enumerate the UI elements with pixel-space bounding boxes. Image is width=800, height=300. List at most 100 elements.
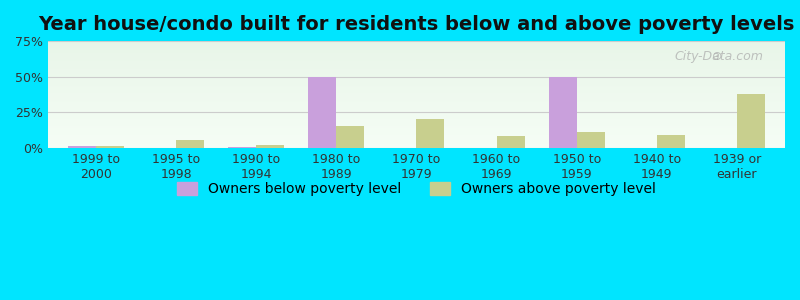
Bar [48, 45, 785, 46]
Bar [48, 138, 785, 139]
Bar [256, 145, 284, 148]
Bar [48, 118, 785, 119]
Text: ⊙: ⊙ [712, 50, 722, 63]
Bar [48, 59, 785, 60]
Bar [48, 110, 785, 112]
Bar [577, 132, 605, 148]
Bar [48, 84, 785, 85]
Bar [96, 146, 124, 148]
Bar [48, 67, 785, 68]
Text: City-Data.com: City-Data.com [674, 50, 763, 63]
Bar [48, 85, 785, 86]
Bar [48, 134, 785, 135]
Bar [48, 135, 785, 136]
Bar [48, 50, 785, 51]
Bar [48, 57, 785, 58]
Bar [48, 116, 785, 117]
Bar [48, 69, 785, 70]
Bar [48, 68, 785, 69]
Bar [48, 121, 785, 122]
Bar [48, 102, 785, 103]
Bar [48, 87, 785, 88]
Bar [48, 52, 785, 53]
Bar [48, 49, 785, 50]
Bar [176, 140, 204, 148]
Bar [48, 103, 785, 104]
Bar [48, 75, 785, 76]
Bar [48, 41, 785, 42]
Bar [48, 91, 785, 92]
Title: Year house/condo built for residents below and above poverty levels: Year house/condo built for residents bel… [38, 15, 794, 34]
Bar [48, 79, 785, 80]
Bar [497, 136, 525, 148]
Bar [48, 106, 785, 107]
Bar [737, 94, 765, 148]
Bar [549, 77, 577, 148]
Bar [48, 105, 785, 106]
Bar [48, 97, 785, 98]
Bar [48, 131, 785, 132]
Bar [48, 73, 785, 74]
Bar [48, 47, 785, 49]
Bar [48, 137, 785, 138]
Bar [48, 147, 785, 148]
Bar [48, 83, 785, 84]
Bar [48, 66, 785, 67]
Bar [48, 80, 785, 81]
Bar [48, 114, 785, 115]
Bar [48, 132, 785, 133]
Bar [48, 60, 785, 62]
Bar [48, 81, 785, 82]
Bar [48, 89, 785, 90]
Bar [48, 46, 785, 47]
Bar [336, 127, 364, 148]
Bar [48, 142, 785, 144]
Bar [48, 53, 785, 54]
Bar [48, 64, 785, 66]
Bar [48, 95, 785, 97]
Bar [48, 42, 785, 43]
Bar [48, 90, 785, 91]
Bar [48, 145, 785, 146]
Bar [48, 54, 785, 55]
Bar [48, 72, 785, 73]
Bar [48, 44, 785, 45]
Bar [48, 61, 785, 62]
Bar [48, 125, 785, 127]
Bar [68, 146, 96, 148]
Bar [48, 56, 785, 57]
Bar [48, 133, 785, 134]
Bar [48, 107, 785, 108]
Bar [48, 130, 785, 131]
Bar [48, 136, 785, 137]
Bar [48, 62, 785, 64]
Bar [48, 71, 785, 72]
Bar [48, 146, 785, 147]
Bar [48, 127, 785, 128]
Bar [48, 104, 785, 105]
Bar [48, 88, 785, 89]
Bar [657, 135, 685, 148]
Bar [48, 55, 785, 56]
Bar [48, 112, 785, 114]
Legend: Owners below poverty level, Owners above poverty level: Owners below poverty level, Owners above… [177, 182, 656, 197]
Bar [48, 101, 785, 102]
Bar [48, 76, 785, 77]
Bar [48, 122, 785, 123]
Bar [48, 94, 785, 95]
Bar [48, 92, 785, 93]
Bar [48, 108, 785, 110]
Bar [48, 82, 785, 83]
Bar [48, 129, 785, 130]
Bar [228, 147, 256, 148]
Bar [48, 43, 785, 44]
Bar [48, 140, 785, 141]
Bar [48, 58, 785, 59]
Bar [48, 144, 785, 145]
Bar [48, 98, 785, 99]
Bar [417, 119, 445, 148]
Bar [308, 77, 336, 148]
Bar [48, 115, 785, 116]
Bar [48, 139, 785, 140]
Bar [48, 128, 785, 129]
